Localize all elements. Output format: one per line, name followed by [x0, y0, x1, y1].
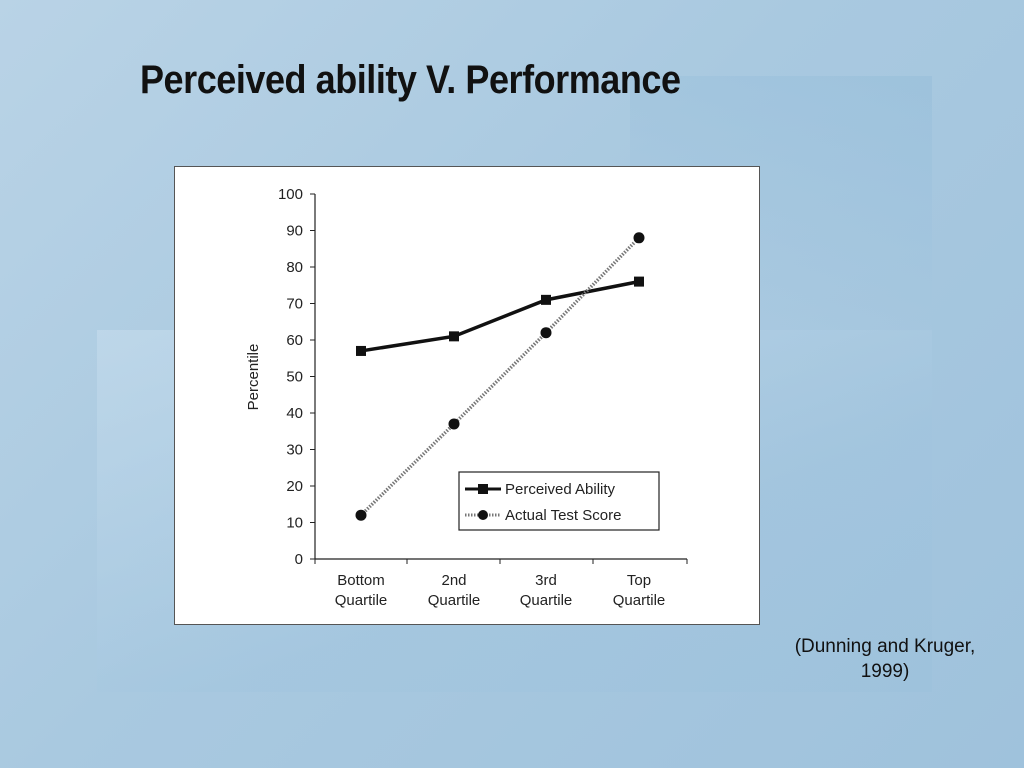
legend-label: Actual Test Score — [505, 507, 621, 524]
citation-line-1: (Dunning and Kruger, — [794, 636, 976, 657]
data-point-actual-test-score — [633, 232, 645, 244]
y-tick-label: 0 — [295, 551, 303, 568]
citation: (Dunning and Kruger, 1999) — [765, 634, 1005, 684]
y-tick-label: 10 — [286, 515, 303, 532]
y-tick-label: 70 — [286, 296, 303, 313]
x-tick-label: Quartile — [428, 592, 481, 609]
data-point-actual-test-score — [448, 418, 460, 430]
chart-image-frame: 0 10 20 30 40 50 60 70 80 90 100 Bottom Quartile 2nd Q… — [174, 166, 760, 625]
legend-box — [458, 471, 660, 531]
citation-line-2: 1999) — [860, 661, 910, 682]
x-tick-label: Quartile — [613, 592, 666, 609]
data-point-actual-test-score — [355, 509, 367, 521]
y-tick-label: 30 — [286, 442, 303, 459]
x-tick-label: Quartile — [335, 592, 388, 609]
y-tick-label: 50 — [286, 369, 303, 386]
y-tick-label: 80 — [286, 259, 303, 276]
data-point-perceived-ability — [449, 331, 459, 342]
x-tick-label: 2nd — [441, 572, 466, 589]
legend-label: Perceived Ability — [505, 481, 616, 498]
x-tick-label: Bottom — [337, 572, 385, 589]
y-tick-label: 40 — [286, 405, 303, 422]
x-tick-label: 3rd — [535, 572, 557, 589]
data-point-perceived-ability — [634, 276, 644, 287]
y-tick-label: 60 — [286, 332, 303, 349]
legend-marker-circle — [478, 510, 488, 520]
series-line-actual-test-score — [359, 236, 641, 517]
data-point-perceived-ability — [356, 345, 366, 356]
x-tick-label: Quartile — [520, 592, 573, 609]
y-tick-label: 90 — [286, 223, 303, 240]
data-point-actual-test-score — [540, 327, 552, 339]
x-tick-label: Top — [627, 572, 651, 589]
y-tick-label: 100 — [278, 186, 303, 203]
legend-marker-square — [478, 484, 488, 494]
slide-title: Perceived ability V. Performance — [140, 58, 681, 102]
y-tick-label: 20 — [286, 478, 303, 495]
y-axis-label: Percentile — [245, 344, 262, 411]
series-line-perceived-ability — [360, 279, 640, 353]
data-point-perceived-ability — [541, 294, 551, 305]
line-chart: 0 10 20 30 40 50 60 70 80 90 100 Bottom Quartile 2nd Q… — [245, 186, 688, 609]
